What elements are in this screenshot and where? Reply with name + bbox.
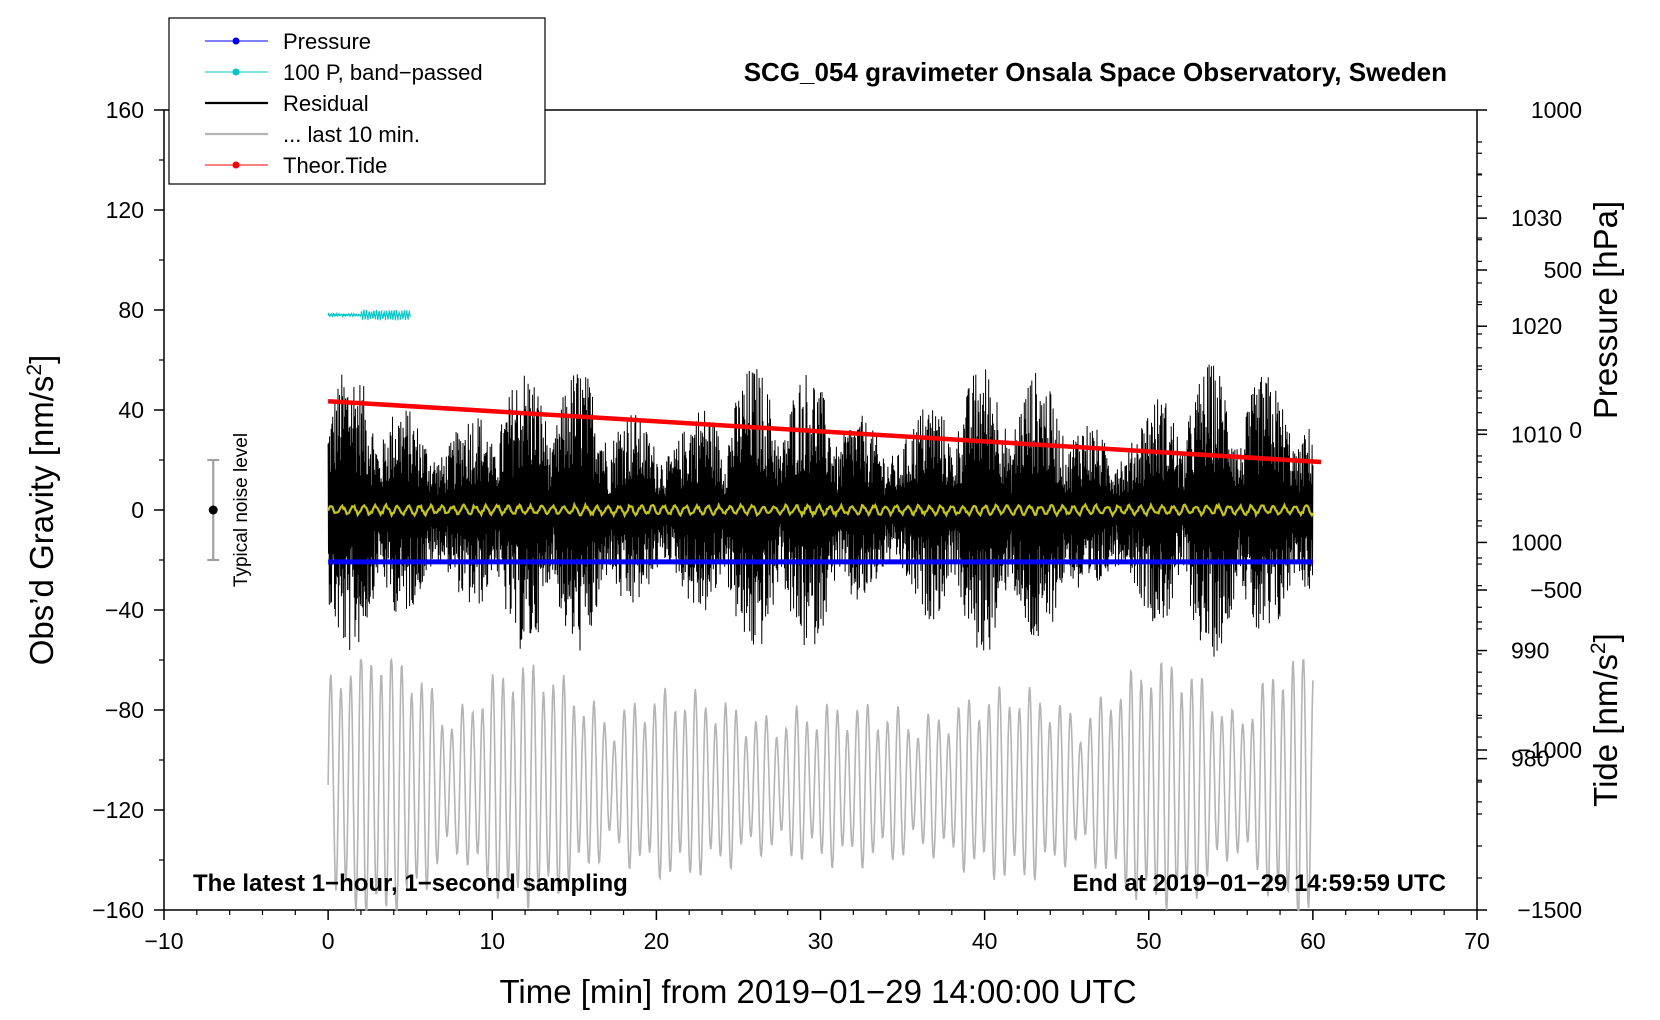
legend-swatch-marker — [232, 37, 240, 45]
x-tick-label: −10 — [144, 928, 183, 954]
bandpassed-pressure-line — [327, 309, 411, 321]
tide-tick-label: −1500 — [1517, 897, 1582, 923]
pressure-tick-label: 1020 — [1511, 313, 1562, 339]
series-bandpassed-pressure — [327, 309, 411, 321]
y-tick-label: 40 — [118, 397, 144, 423]
noise-level-bar — [207, 458, 220, 562]
y-axis-ticks: 160 120 80 40 0 −40 −80 −120 −160 — [92, 97, 164, 923]
series-theoretical-tide — [327, 398, 1322, 465]
sampling-note: The latest 1−hour, 1−second sampling — [193, 870, 628, 897]
residual-smoothed-line — [327, 501, 1314, 519]
residual-line — [327, 364, 1314, 657]
x-tick-label: 40 — [972, 928, 998, 954]
tide-line — [327, 398, 1322, 465]
pressure-axis-ticks: 1030 1020 1010 1000 990 980 — [1477, 152, 1562, 803]
pressure-tick-label: 980 — [1511, 746, 1549, 772]
y-axis-label-tide-end: ] — [1587, 633, 1624, 642]
y-tick-label: −40 — [105, 597, 144, 623]
y-tick-label: −120 — [92, 797, 144, 823]
tide-tick-label: 1000 — [1531, 97, 1582, 123]
y-axis-label-left-end: ] — [23, 355, 60, 364]
legend-swatch-marker — [232, 161, 240, 169]
tide-tick-label: −500 — [1530, 577, 1582, 603]
x-tick-label: 10 — [479, 928, 505, 954]
y-axis-label-left-text: Obs’d Gravity [nm/s — [23, 376, 60, 666]
x-tick-label: 70 — [1464, 928, 1490, 954]
pressure-tick-label: 1030 — [1511, 205, 1562, 231]
series-last-10-min — [327, 657, 1314, 912]
y-tick-label: 160 — [106, 97, 144, 123]
last-10-min-line — [327, 657, 1314, 912]
tide-axis-ticks: 1000 500 0 −500 −1000 −1500 — [1477, 97, 1582, 923]
pressure-tick-label: 1000 — [1511, 529, 1562, 555]
y-tick-label: −160 — [92, 897, 144, 923]
pressure-tick-label: 1010 — [1511, 421, 1562, 447]
tide-tick-label: 500 — [1544, 257, 1582, 283]
x-tick-label: 20 — [644, 928, 670, 954]
legend-entries: Pressure 100 P, band−passed Residual ... la… — [205, 29, 483, 178]
y-axis-label-tide-sup: 2 — [1587, 642, 1610, 654]
series-residual — [327, 364, 1314, 657]
pressure-tick-label: 990 — [1511, 638, 1549, 664]
chart-title: SCG_054 gravimeter Onsala Space Observat… — [744, 57, 1447, 87]
y-tick-label: −80 — [105, 697, 144, 723]
legend: Pressure 100 P, band−passed Residual ... la… — [168, 17, 546, 185]
x-tick-label: 60 — [1300, 928, 1326, 954]
y-axis-label-left: Obs’d Gravity [nm/s2] — [23, 355, 60, 666]
tide-tick-label: −1000 — [1517, 737, 1582, 763]
end-time-note: End at 2019−01−29 14:59:59 UTC — [1072, 870, 1446, 897]
noise-level-label: Typical noise level — [231, 433, 252, 587]
legend-label: 100 P, band−passed — [283, 60, 483, 85]
y-axis-label-left-sup: 2 — [23, 364, 46, 376]
y-axis-label-tide-text: Tide [nm/s — [1587, 654, 1624, 807]
x-tick-label: 0 — [322, 928, 335, 954]
x-tick-label: 50 — [1136, 928, 1162, 954]
tide-tick-label: 0 — [1569, 417, 1582, 443]
y-axis-label-pressure: Pressure [hPa] — [1587, 201, 1624, 419]
y-axis-label-tide: Tide [nm/s2] — [1587, 633, 1624, 807]
legend-swatch-marker — [232, 68, 240, 76]
noise-bar-dot — [208, 505, 218, 515]
legend-label: Residual — [283, 91, 369, 116]
series-residual-smoothed — [327, 501, 1314, 519]
legend-label: ... last 10 min. — [283, 122, 420, 147]
y-tick-label: 0 — [131, 497, 144, 523]
x-tick-label: 30 — [808, 928, 834, 954]
x-axis-ticks: −10 0 10 20 30 40 50 60 70 — [144, 910, 1490, 954]
y-tick-label: 120 — [106, 197, 144, 223]
legend-box — [168, 17, 546, 185]
legend-label: Theor.Tide — [283, 153, 387, 178]
y-tick-label: 80 — [118, 297, 144, 323]
x-axis-label: Time [min] from 2019−01−29 14:00:00 UTC — [499, 973, 1136, 1010]
legend-label: Pressure — [283, 29, 371, 54]
